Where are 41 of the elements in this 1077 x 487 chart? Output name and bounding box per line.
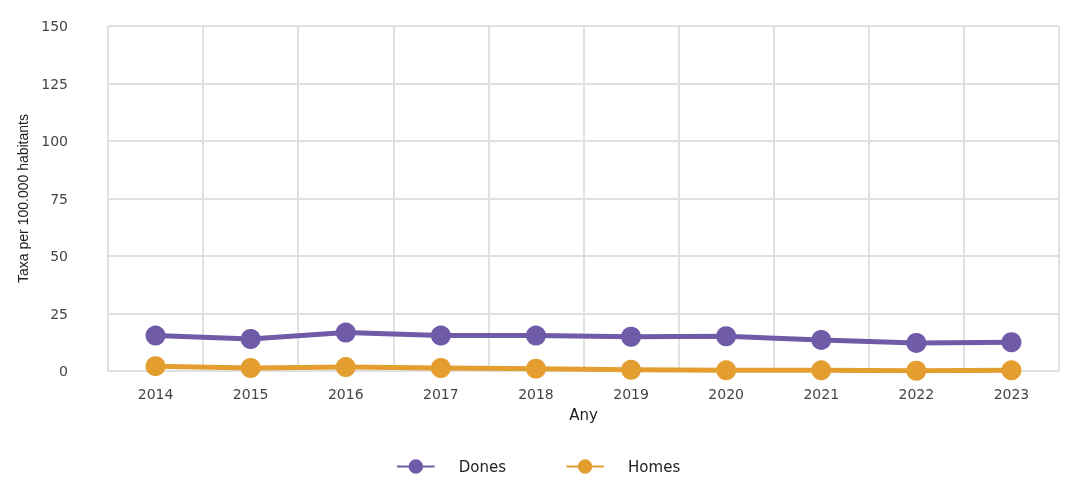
point [335, 322, 356, 343]
point [430, 325, 451, 346]
y-tick-label: 25 [50, 305, 68, 322]
x-tick-label: 2017 [423, 386, 459, 402]
y-tick-label: 75 [50, 190, 68, 207]
y-tick-label: 0 [59, 363, 68, 379]
x-axis-title: Any [569, 405, 598, 424]
point [1001, 360, 1022, 381]
point [525, 358, 546, 379]
point [240, 329, 261, 350]
point [716, 360, 737, 381]
x-tick-label: 2014 [137, 386, 174, 402]
y-tick-label: 125 [41, 75, 68, 92]
y-tick-label: 150 [41, 18, 68, 34]
x-tick-label: 2023 [993, 386, 1030, 402]
x-tick-label: 2021 [803, 386, 840, 402]
point [240, 358, 261, 378]
x-tick-label: 2020 [708, 386, 744, 402]
point [906, 332, 927, 353]
point [1001, 332, 1022, 353]
point [906, 360, 927, 381]
point [335, 357, 356, 378]
point [811, 329, 832, 350]
legend-label: Dones [458, 457, 507, 476]
legend-label: Homes [628, 457, 681, 476]
point [145, 325, 166, 346]
y-axis-title: Taxa per 100.000 habitants [15, 114, 32, 283]
x-tick-label: 2016 [327, 386, 364, 402]
x-tick-label: 2015 [232, 386, 269, 402]
x-tick-label: 2019 [613, 386, 649, 402]
point [811, 360, 832, 381]
x-tick-label: 2022 [898, 386, 935, 402]
y-tick-label: 50 [50, 248, 68, 264]
point [716, 326, 737, 347]
point [430, 358, 451, 378]
x-tick-label: 2018 [518, 386, 554, 402]
point [145, 356, 166, 377]
point [621, 326, 642, 347]
point [525, 325, 546, 346]
point [621, 359, 642, 380]
y-tick-label: 100 [41, 133, 68, 149]
